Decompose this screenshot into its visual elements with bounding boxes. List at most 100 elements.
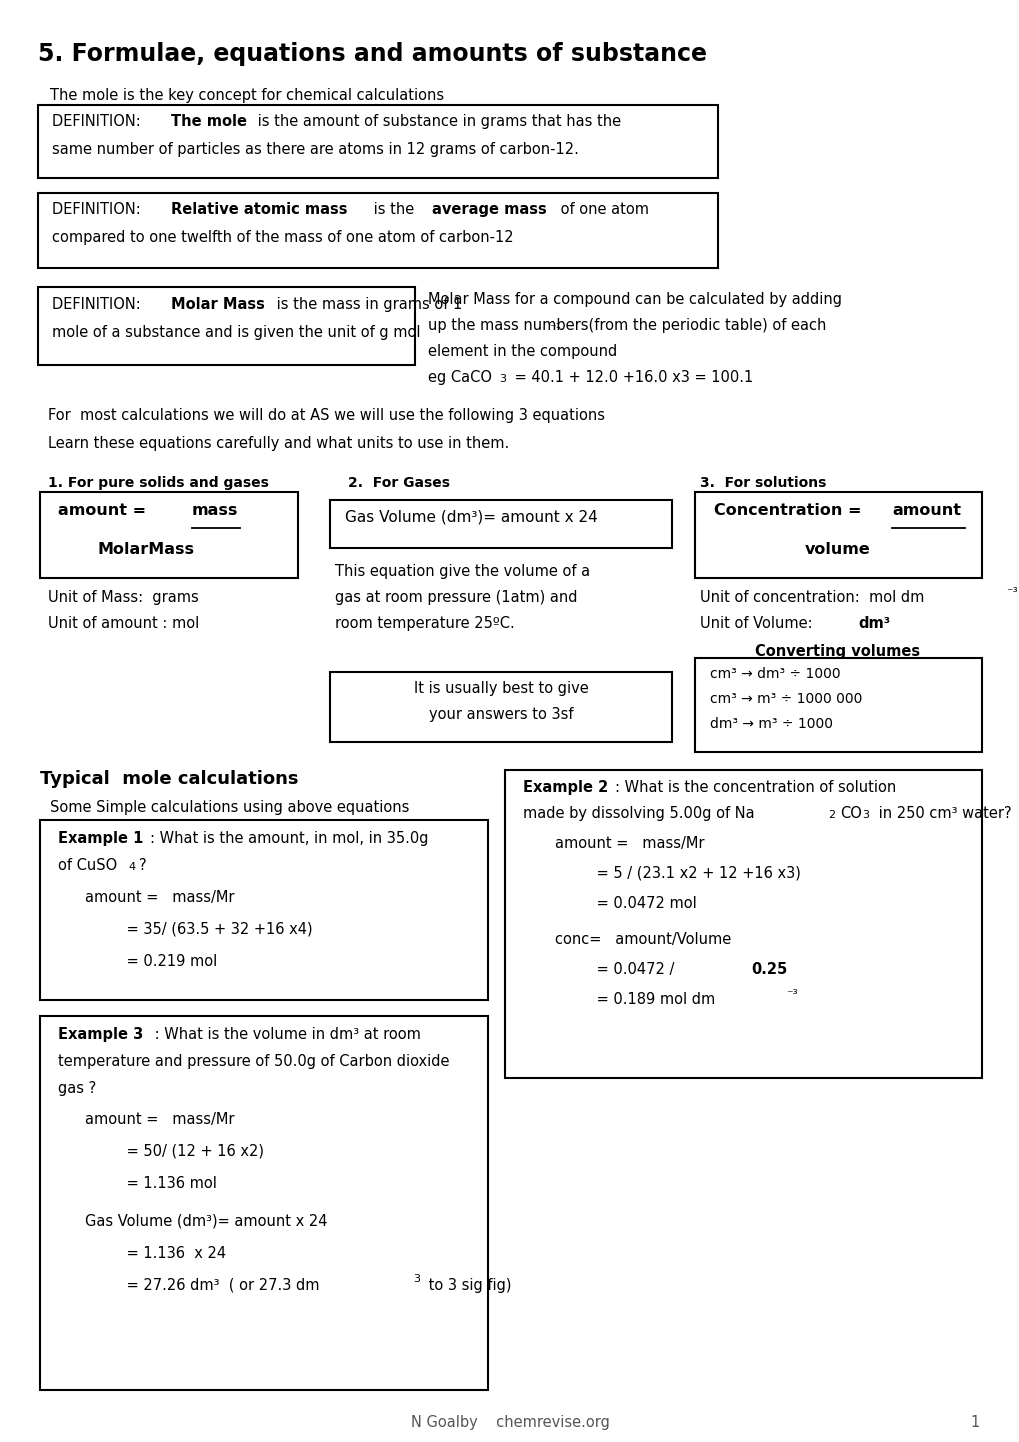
- Text: : What is the volume in dm³ at room: : What is the volume in dm³ at room: [150, 1027, 421, 1043]
- Text: ?: ?: [139, 858, 147, 872]
- Text: gas at room pressure (1atm) and: gas at room pressure (1atm) and: [334, 590, 577, 606]
- Text: Unit of Mass:  grams: Unit of Mass: grams: [48, 590, 199, 606]
- Text: dm³ → m³ ÷ 1000: dm³ → m³ ÷ 1000: [709, 717, 833, 731]
- Text: mole of a substance and is given the unit of g mol: mole of a substance and is given the uni…: [52, 324, 420, 340]
- Text: = 0.219 mol: = 0.219 mol: [85, 955, 217, 969]
- Bar: [330, 672, 672, 743]
- Text: ⁻³: ⁻³: [1005, 585, 1017, 598]
- Text: Molar Mass: Molar Mass: [171, 297, 265, 311]
- Text: is the mass in grams of 1: is the mass in grams of 1: [272, 297, 462, 311]
- Text: = 40.1 + 12.0 +16.0 x3 = 100.1: = 40.1 + 12.0 +16.0 x3 = 100.1: [510, 371, 752, 385]
- Text: Gas Volume (dm³)= amount x 24: Gas Volume (dm³)= amount x 24: [85, 1214, 327, 1229]
- Text: 1. For pure solids and gases: 1. For pure solids and gases: [48, 476, 269, 490]
- Text: cm³ → m³ ÷ 1000 000: cm³ → m³ ÷ 1000 000: [709, 692, 861, 707]
- Text: compared to one twelfth of the mass of one atom of carbon-12: compared to one twelfth of the mass of o…: [52, 231, 514, 245]
- Text: average mass: average mass: [432, 202, 546, 216]
- Text: Molar Mass for a compound can be calculated by adding: Molar Mass for a compound can be calcula…: [428, 291, 841, 307]
- Text: Some Simple calculations using above equations: Some Simple calculations using above equ…: [50, 800, 409, 815]
- Text: is the amount of substance in grams that has the: is the amount of substance in grams that…: [253, 114, 621, 128]
- Text: Example 2: Example 2: [523, 780, 607, 795]
- Bar: [40, 820, 487, 999]
- Text: up the mass numbers(from the periodic table) of each: up the mass numbers(from the periodic ta…: [428, 319, 825, 333]
- Text: = 35/ (63.5 + 32 +16 x4): = 35/ (63.5 + 32 +16 x4): [85, 921, 312, 937]
- Text: It is usually best to give: It is usually best to give: [414, 681, 588, 696]
- Text: amount: amount: [892, 503, 960, 518]
- Text: N Goalby    chemrevise.org: N Goalby chemrevise.org: [411, 1415, 608, 1430]
- Text: volume: volume: [804, 542, 870, 557]
- Bar: [40, 492, 298, 578]
- Text: DEFINITION:: DEFINITION:: [52, 297, 146, 311]
- Text: mass: mass: [192, 503, 238, 518]
- Text: is the: is the: [369, 202, 419, 216]
- Text: 2: 2: [827, 810, 835, 820]
- Text: made by dissolving 5.00g of Na: made by dissolving 5.00g of Na: [523, 806, 754, 820]
- Text: in 250 cm³ water?: in 250 cm³ water?: [873, 806, 1011, 820]
- Text: 5. Formulae, equations and amounts of substance: 5. Formulae, equations and amounts of su…: [38, 42, 706, 66]
- Text: 2.  For Gases: 2. For Gases: [347, 476, 449, 490]
- Text: conc=   amount/Volume: conc= amount/Volume: [554, 932, 731, 947]
- Text: = 0.0472 /: = 0.0472 /: [554, 962, 679, 978]
- Text: 3: 3: [498, 373, 505, 384]
- Text: amount =: amount =: [58, 503, 163, 518]
- Text: temperature and pressure of 50.0g of Carbon dioxide: temperature and pressure of 50.0g of Car…: [58, 1054, 449, 1069]
- Bar: [694, 658, 981, 751]
- Text: = 0.189 mol dm: = 0.189 mol dm: [554, 992, 714, 1007]
- Text: Typical  mole calculations: Typical mole calculations: [40, 770, 299, 787]
- Text: 3: 3: [861, 810, 868, 820]
- Text: eg CaCO: eg CaCO: [428, 371, 491, 385]
- Text: The mole is the key concept for chemical calculations: The mole is the key concept for chemical…: [50, 88, 443, 102]
- Bar: [38, 193, 717, 268]
- Text: This equation give the volume of a: This equation give the volume of a: [334, 564, 590, 580]
- Text: cm³ → dm³ ÷ 1000: cm³ → dm³ ÷ 1000: [709, 668, 840, 681]
- Text: ⁻³: ⁻³: [786, 988, 797, 1001]
- Text: Example 3: Example 3: [58, 1027, 143, 1043]
- Bar: [330, 500, 672, 548]
- Text: Unit of Volume:: Unit of Volume:: [699, 616, 816, 632]
- Text: of CuSO: of CuSO: [58, 858, 117, 872]
- Text: ⁻¹: ⁻¹: [548, 322, 560, 335]
- Text: CO: CO: [840, 806, 861, 820]
- Text: amount =   mass/Mr: amount = mass/Mr: [554, 836, 704, 851]
- Text: The mole: The mole: [171, 114, 247, 128]
- Text: = 1.136 mol: = 1.136 mol: [85, 1177, 217, 1191]
- Text: 1: 1: [970, 1415, 979, 1430]
- Text: Converting volumes: Converting volumes: [755, 645, 920, 659]
- Bar: [38, 287, 415, 365]
- Bar: [694, 492, 981, 578]
- Text: = 50/ (12 + 16 x2): = 50/ (12 + 16 x2): [85, 1144, 264, 1159]
- Text: DEFINITION:: DEFINITION:: [52, 114, 146, 128]
- Text: 3: 3: [413, 1273, 420, 1283]
- Text: 0.25: 0.25: [750, 962, 787, 978]
- Text: of one atom: of one atom: [555, 202, 648, 216]
- Text: Learn these equations carefully and what units to use in them.: Learn these equations carefully and what…: [48, 435, 508, 451]
- Text: : What is the concentration of solution: : What is the concentration of solution: [614, 780, 896, 795]
- Text: element in the compound: element in the compound: [428, 345, 616, 359]
- Text: 3.  For solutions: 3. For solutions: [699, 476, 825, 490]
- Text: = 27.26 dm³  ( or 27.3 dm: = 27.26 dm³ ( or 27.3 dm: [85, 1278, 319, 1293]
- Text: Concentration =: Concentration =: [713, 503, 866, 518]
- Text: to 3 sig fig): to 3 sig fig): [424, 1278, 511, 1293]
- Bar: [38, 105, 717, 177]
- Text: amount =   mass/Mr: amount = mass/Mr: [85, 890, 234, 906]
- Text: = 1.136  x 24: = 1.136 x 24: [85, 1246, 226, 1260]
- Bar: [504, 770, 981, 1079]
- Text: dm³: dm³: [857, 616, 890, 632]
- Text: room temperature 25ºC.: room temperature 25ºC.: [334, 616, 515, 632]
- Text: Unit of concentration:  mol dm: Unit of concentration: mol dm: [699, 590, 923, 606]
- Text: gas ?: gas ?: [58, 1082, 96, 1096]
- Text: MolarMass: MolarMass: [98, 542, 195, 557]
- Text: same number of particles as there are atoms in 12 grams of carbon-12.: same number of particles as there are at…: [52, 141, 579, 157]
- Text: Example 1: Example 1: [58, 831, 144, 846]
- Text: your answers to 3sf: your answers to 3sf: [428, 707, 573, 722]
- Text: Gas Volume (dm³)= amount x 24: Gas Volume (dm³)= amount x 24: [344, 510, 597, 525]
- Text: = 0.0472 mol: = 0.0472 mol: [554, 895, 696, 911]
- Text: 4: 4: [127, 862, 135, 872]
- Text: For  most calculations we will do at AS we will use the following 3 equations: For most calculations we will do at AS w…: [48, 408, 604, 423]
- Text: : What is the amount, in mol, in 35.0g: : What is the amount, in mol, in 35.0g: [150, 831, 428, 846]
- Text: = 5 / (23.1 x2 + 12 +16 x3): = 5 / (23.1 x2 + 12 +16 x3): [554, 867, 800, 881]
- Text: Relative atomic mass: Relative atomic mass: [171, 202, 347, 216]
- Text: DEFINITION:: DEFINITION:: [52, 202, 146, 216]
- Bar: [40, 1017, 487, 1390]
- Text: amount =   mass/Mr: amount = mass/Mr: [85, 1112, 234, 1128]
- Text: Unit of amount : mol: Unit of amount : mol: [48, 616, 199, 632]
